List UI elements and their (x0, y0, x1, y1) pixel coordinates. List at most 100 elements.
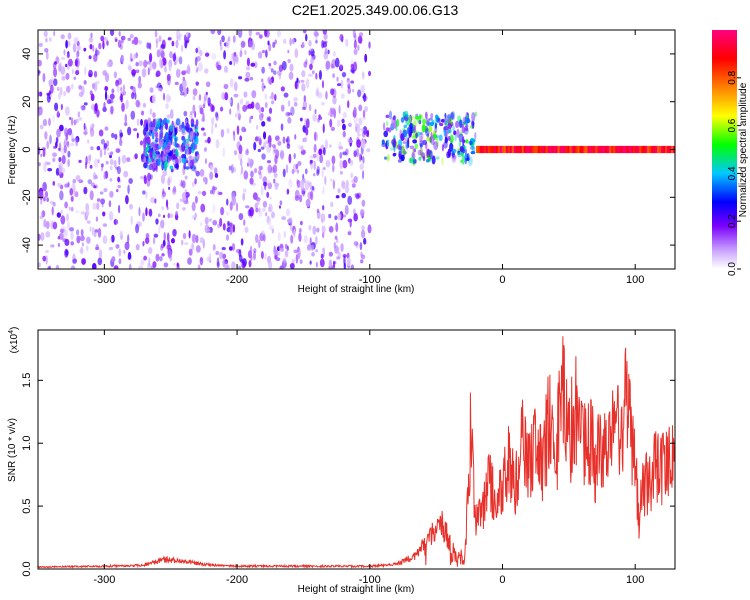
heatmap-cell (184, 242, 189, 246)
heatmap-cell (330, 178, 333, 182)
bottom-x-axis-label: Height of straight line (km) (298, 584, 415, 595)
heatmap-cell (425, 148, 431, 158)
heatmap-cell (509, 145, 513, 154)
heatmap-cell (438, 117, 441, 125)
heatmap-cell (605, 145, 609, 154)
heatmap-cell (145, 232, 150, 240)
heatmap-cell (70, 117, 74, 126)
heatmap-cell (89, 124, 94, 132)
heatmap-cell (152, 150, 156, 161)
heatmap-cell (493, 145, 497, 154)
heatmap-cell (242, 104, 248, 112)
heatmap-cell (287, 117, 292, 124)
heatmap-cell (368, 41, 371, 49)
heatmap-cell (361, 71, 365, 80)
heatmap-cell (257, 148, 262, 153)
heatmap-cell (318, 114, 321, 118)
heatmap-cell (192, 181, 195, 188)
heatmap-cell (631, 145, 635, 154)
heatmap-cell (91, 82, 96, 90)
heatmap-cell (350, 80, 355, 84)
heatmap-cell (191, 158, 195, 166)
heatmap-cell (288, 153, 292, 164)
heatmap-cell (65, 85, 71, 94)
heatmap-cell (70, 241, 74, 246)
heatmap-cell (383, 122, 386, 131)
heatmap-cell (362, 109, 366, 119)
heatmap-cell (76, 44, 81, 51)
heatmap-cell (348, 160, 354, 164)
heatmap-cell (99, 191, 104, 195)
heatmap-cell (205, 81, 211, 88)
heatmap-cell (108, 210, 114, 221)
heatmap-cell (71, 132, 74, 141)
heatmap-cell (458, 140, 462, 148)
heatmap-cell (513, 145, 517, 154)
heatmap-cell (347, 83, 351, 89)
heatmap-cell (193, 135, 199, 146)
heatmap-cell (119, 139, 123, 147)
heatmap-cell (341, 71, 347, 78)
heatmap-cell (258, 239, 261, 249)
heatmap-cell (347, 195, 353, 205)
heatmap-cell (248, 260, 252, 268)
heatmap-cell (337, 251, 341, 260)
heatmap-cell (246, 57, 250, 67)
heatmap-cell (361, 130, 366, 138)
heatmap-cell (657, 145, 661, 154)
heatmap-cell (392, 140, 396, 148)
heatmap-cell (561, 145, 565, 154)
heatmap-cell (321, 80, 325, 89)
heatmap-cell (127, 37, 131, 42)
heatmap-cell (152, 159, 157, 169)
heatmap-cell (183, 161, 186, 170)
heatmap-cell (273, 178, 276, 184)
heatmap-cell (261, 82, 265, 92)
heatmap-cell (49, 134, 52, 145)
heatmap-cell (466, 115, 469, 119)
heatmap-cell (162, 214, 166, 218)
heatmap-cell (217, 223, 220, 229)
heatmap-cell (169, 109, 174, 120)
top-x-axis-label: Height of straight line (km) (298, 284, 415, 295)
heatmap-cell (507, 145, 511, 154)
heatmap-cell (94, 49, 100, 56)
heatmap-cell (85, 236, 91, 244)
heatmap-cell (48, 79, 52, 85)
heatmap-cell (257, 136, 261, 141)
heatmap-cell (417, 149, 422, 156)
heatmap-cell (551, 145, 555, 154)
heatmap-cell (273, 172, 278, 178)
heatmap-cell (461, 155, 465, 165)
heatmap-cell (219, 39, 222, 47)
heatmap-cell (57, 235, 61, 240)
heatmap-cell (148, 157, 152, 163)
heatmap-cell (322, 247, 325, 253)
heatmap-cell (421, 123, 426, 133)
heatmap-cell (179, 144, 184, 153)
heatmap-cell (297, 145, 301, 150)
heatmap-cell (61, 225, 66, 230)
heatmap-cell (60, 56, 66, 61)
heatmap-cell (215, 112, 219, 122)
heatmap-cell (38, 59, 42, 67)
heatmap-cell (266, 215, 270, 223)
heatmap-cell (487, 145, 491, 154)
heatmap-cell (109, 165, 113, 171)
heatmap-cell (346, 257, 351, 267)
heatmap-cell (130, 58, 134, 62)
heatmap-cell (135, 243, 140, 251)
heatmap-cell (285, 208, 291, 217)
colorbar-tick-label: 0.4 (727, 166, 738, 180)
heatmap-cell (553, 145, 557, 154)
heatmap-cell (240, 262, 243, 267)
heatmap-cell (142, 102, 146, 108)
colorbar (712, 30, 737, 269)
heatmap-cell (89, 190, 94, 201)
heatmap-cell (363, 237, 367, 245)
heatmap-cell (304, 180, 310, 191)
heatmap-cell (350, 264, 355, 269)
heatmap-cell (418, 135, 423, 143)
heatmap-cell (150, 142, 155, 147)
heatmap-cell (87, 155, 91, 165)
